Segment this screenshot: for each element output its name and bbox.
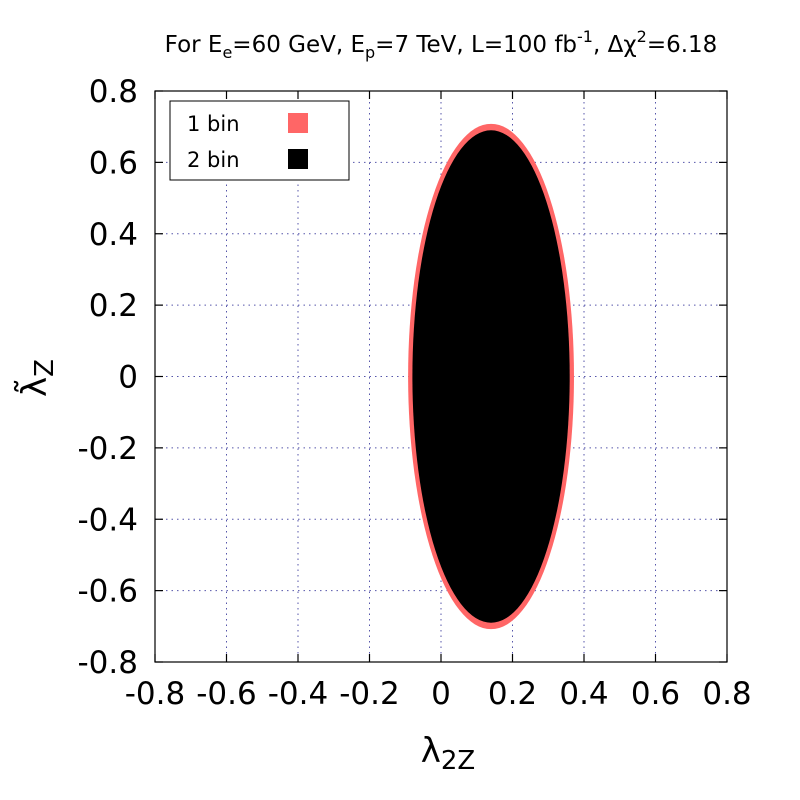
x-axis-label: λ2Z: [421, 731, 475, 776]
confidence-regions: [408, 123, 574, 630]
y-tick-label: 0.2: [89, 288, 138, 324]
x-tick-label: -0.2: [339, 676, 400, 712]
x-tick-label: 0.4: [559, 676, 608, 712]
x-tick-label: 0.6: [631, 676, 680, 712]
x-tick-label: 0: [431, 676, 451, 712]
x-tick-label: -0.6: [196, 676, 257, 712]
y-tick-label: -0.6: [78, 574, 139, 610]
y-tick-label: 0.8: [89, 74, 138, 110]
region-2-bin: [412, 130, 570, 623]
x-tick-label: -0.4: [268, 676, 329, 712]
y-tick-label: 0.6: [89, 145, 138, 181]
x-tick-label: 0.8: [702, 676, 751, 712]
x-tick-labels: -0.8 -0.6 -0.4 -0.2 0 0.2 0.4 0.6 0.8: [125, 676, 752, 712]
x-tick-label: 0.2: [488, 676, 537, 712]
y-axis-label: λ̃Z: [13, 359, 60, 397]
y-tick-labels: -0.8 -0.6 -0.4 -0.2 0 0.2 0.4 0.6 0.8: [78, 74, 139, 681]
legend-swatch-2-bin: [288, 149, 308, 169]
legend-swatch-1-bin: [288, 113, 308, 133]
y-tick-label: -0.8: [78, 645, 139, 681]
y-tick-label: -0.2: [78, 431, 139, 467]
legend: 1 bin 2 bin: [169, 100, 350, 181]
legend-label-2-bin: 2 bin: [187, 148, 240, 172]
chart-title: For Ee=60 GeV, Ep=7 TeV, L=100 fb-1, Δχ2…: [165, 27, 718, 62]
legend-label-1-bin: 1 bin: [187, 112, 240, 136]
y-tick-label: -0.4: [78, 502, 139, 538]
y-tick-label: 0: [118, 360, 138, 396]
axis-ticks: [154, 90, 728, 663]
x-tick-label: -0.8: [125, 676, 186, 712]
legend-box: [169, 100, 350, 181]
y-tick-label: 0.4: [89, 217, 138, 253]
